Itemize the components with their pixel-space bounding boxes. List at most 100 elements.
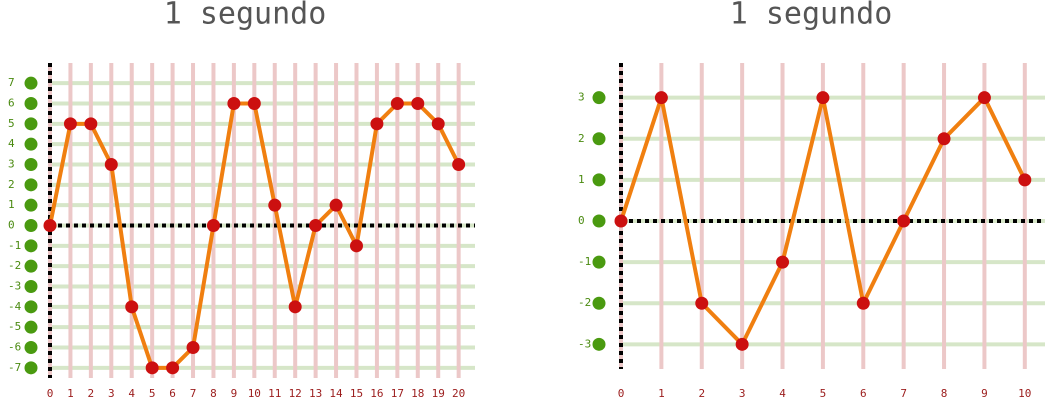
y-tick-dot: [592, 255, 606, 269]
y-tick-label: 1: [8, 198, 15, 211]
y-tick-label: -2: [8, 259, 21, 272]
data-point: [104, 158, 118, 171]
y-tick-label: -1: [8, 239, 21, 252]
x-tick-label: 3: [739, 387, 746, 400]
x-tick-label: 15: [350, 387, 363, 400]
y-tick-dot: [24, 137, 38, 151]
y-tick-label: -6: [8, 341, 21, 354]
x-tick-label: 10: [1018, 387, 1031, 400]
y-tick-label: -2: [578, 296, 591, 309]
y-tick-label: -3: [578, 337, 591, 350]
x-tick-label: 0: [47, 387, 54, 400]
x-tick-label: 7: [900, 387, 907, 400]
x-tick-label: 14: [329, 387, 343, 400]
x-tick-label: 1: [658, 387, 665, 400]
data-point: [390, 97, 404, 110]
data-point: [349, 239, 363, 253]
y-tick-dot: [24, 259, 38, 273]
y-tick-label: 1: [578, 173, 585, 186]
y-tick-label: 0: [8, 219, 15, 232]
x-tick-label: 13: [309, 387, 322, 400]
y-tick-dot: [592, 173, 606, 187]
data-point: [43, 219, 57, 232]
y-tick-dot: [24, 300, 38, 314]
y-tick-dot: [592, 91, 606, 105]
y-tick-dot: [24, 97, 38, 110]
data-point: [206, 219, 220, 232]
y-tick-dot: [24, 320, 38, 334]
x-tick-label: 2: [698, 387, 705, 400]
y-tick-dot: [24, 361, 38, 375]
data-point: [63, 117, 77, 131]
y-tick-label: 5: [8, 117, 15, 130]
x-tick-label: 18: [411, 387, 424, 400]
y-tick-label: -1: [578, 255, 591, 268]
chart-title: 1 segundo: [164, 0, 327, 32]
x-tick-label: 11: [268, 387, 281, 400]
data-point: [309, 219, 323, 232]
x-tick-label: 19: [432, 387, 445, 400]
y-tick-dot: [24, 76, 38, 90]
data-point: [288, 300, 302, 314]
data-point: [977, 91, 991, 105]
y-tick-label: 2: [578, 132, 585, 145]
x-tick-label: 3: [108, 387, 115, 400]
y-tick-label: 6: [8, 97, 15, 110]
x-tick-label: 6: [169, 387, 176, 400]
x-tick-label: 20: [452, 387, 465, 400]
y-tick-dot: [592, 337, 606, 351]
x-tick-label: 12: [289, 387, 302, 400]
data-point: [227, 97, 241, 110]
x-tick-label: 5: [149, 387, 156, 400]
y-tick-label: -3: [8, 280, 21, 293]
x-tick-label: 4: [128, 387, 135, 400]
y-tick-dot: [24, 198, 38, 212]
y-tick-dot: [24, 280, 38, 293]
data-point: [431, 117, 445, 131]
y-tick-dot: [24, 158, 38, 171]
data-point: [654, 91, 668, 105]
data-point: [247, 97, 261, 110]
y-tick-label: 7: [8, 76, 15, 89]
data-point: [695, 296, 709, 310]
x-tick-label: 6: [860, 387, 867, 400]
data-point: [1018, 173, 1032, 187]
x-tick-label: 4: [779, 387, 786, 400]
y-tick-dot: [24, 117, 38, 131]
data-point: [166, 361, 180, 375]
y-tick-dot: [24, 239, 38, 253]
y-tick-label: 3: [8, 158, 15, 171]
x-tick-label: 0: [618, 387, 625, 400]
data-point: [816, 91, 830, 105]
y-tick-label: -7: [8, 361, 21, 374]
y-tick-dot: [592, 296, 606, 310]
data-point: [186, 341, 200, 354]
y-tick-label: 0: [578, 214, 585, 227]
x-tick-label: 1: [67, 387, 74, 400]
x-tick-label: 2: [88, 387, 95, 400]
data-point: [856, 296, 870, 310]
data-point: [776, 255, 790, 269]
data-point: [84, 117, 98, 131]
y-tick-dot: [592, 132, 606, 146]
data-point: [937, 132, 951, 146]
y-tick-dot: [24, 219, 38, 232]
x-tick-label: 5: [820, 387, 827, 400]
y-tick-label: -4: [8, 300, 22, 313]
x-tick-label: 7: [190, 387, 197, 400]
data-point: [735, 337, 749, 351]
data-point: [125, 300, 139, 314]
x-tick-label: 9: [231, 387, 238, 400]
y-tick-dot: [592, 214, 606, 228]
y-tick-label: 4: [8, 137, 15, 150]
data-point: [329, 198, 343, 212]
data-point: [370, 117, 384, 131]
y-tick-dot: [24, 341, 38, 354]
chart-title: 1 segundo: [730, 0, 893, 32]
x-tick-label: 16: [370, 387, 383, 400]
data-point: [452, 158, 466, 171]
x-tick-label: 8: [941, 387, 948, 400]
x-tick-label: 10: [248, 387, 261, 400]
y-tick-label: 3: [578, 91, 585, 104]
